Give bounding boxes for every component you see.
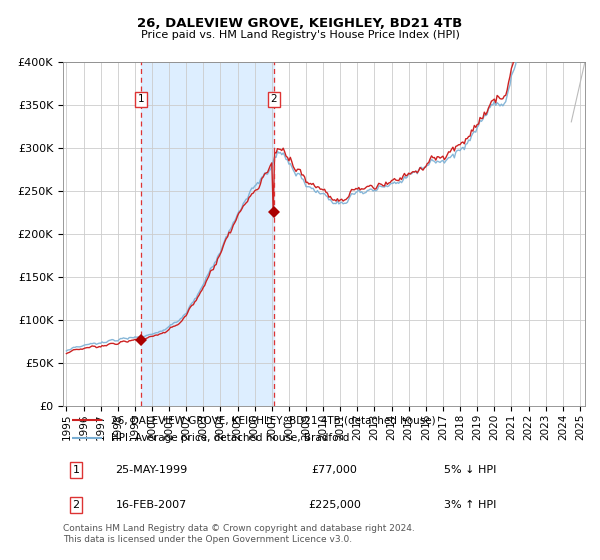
Text: 1: 1 [73, 465, 80, 475]
Text: 1: 1 [138, 95, 145, 105]
Text: 26, DALEVIEW GROVE, KEIGHLEY, BD21 4TB: 26, DALEVIEW GROVE, KEIGHLEY, BD21 4TB [137, 17, 463, 30]
Text: 2: 2 [271, 95, 277, 105]
Text: £225,000: £225,000 [308, 500, 361, 510]
Text: Price paid vs. HM Land Registry's House Price Index (HPI): Price paid vs. HM Land Registry's House … [140, 30, 460, 40]
Text: 26, DALEVIEW GROVE, KEIGHLEY, BD21 4TB (detached house): 26, DALEVIEW GROVE, KEIGHLEY, BD21 4TB (… [110, 415, 435, 425]
Text: £77,000: £77,000 [311, 465, 358, 475]
Text: 16-FEB-2007: 16-FEB-2007 [116, 500, 187, 510]
Text: 2: 2 [73, 500, 80, 510]
Bar [142, 62, 274, 406]
Text: 3% ↑ HPI: 3% ↑ HPI [444, 500, 496, 510]
Text: 5% ↓ HPI: 5% ↓ HPI [444, 465, 496, 475]
Text: HPI: Average price, detached house, Bradford: HPI: Average price, detached house, Brad… [110, 433, 349, 443]
Text: Contains HM Land Registry data © Crown copyright and database right 2024.
This d: Contains HM Land Registry data © Crown c… [63, 524, 415, 544]
Text: 25-MAY-1999: 25-MAY-1999 [116, 465, 188, 475]
